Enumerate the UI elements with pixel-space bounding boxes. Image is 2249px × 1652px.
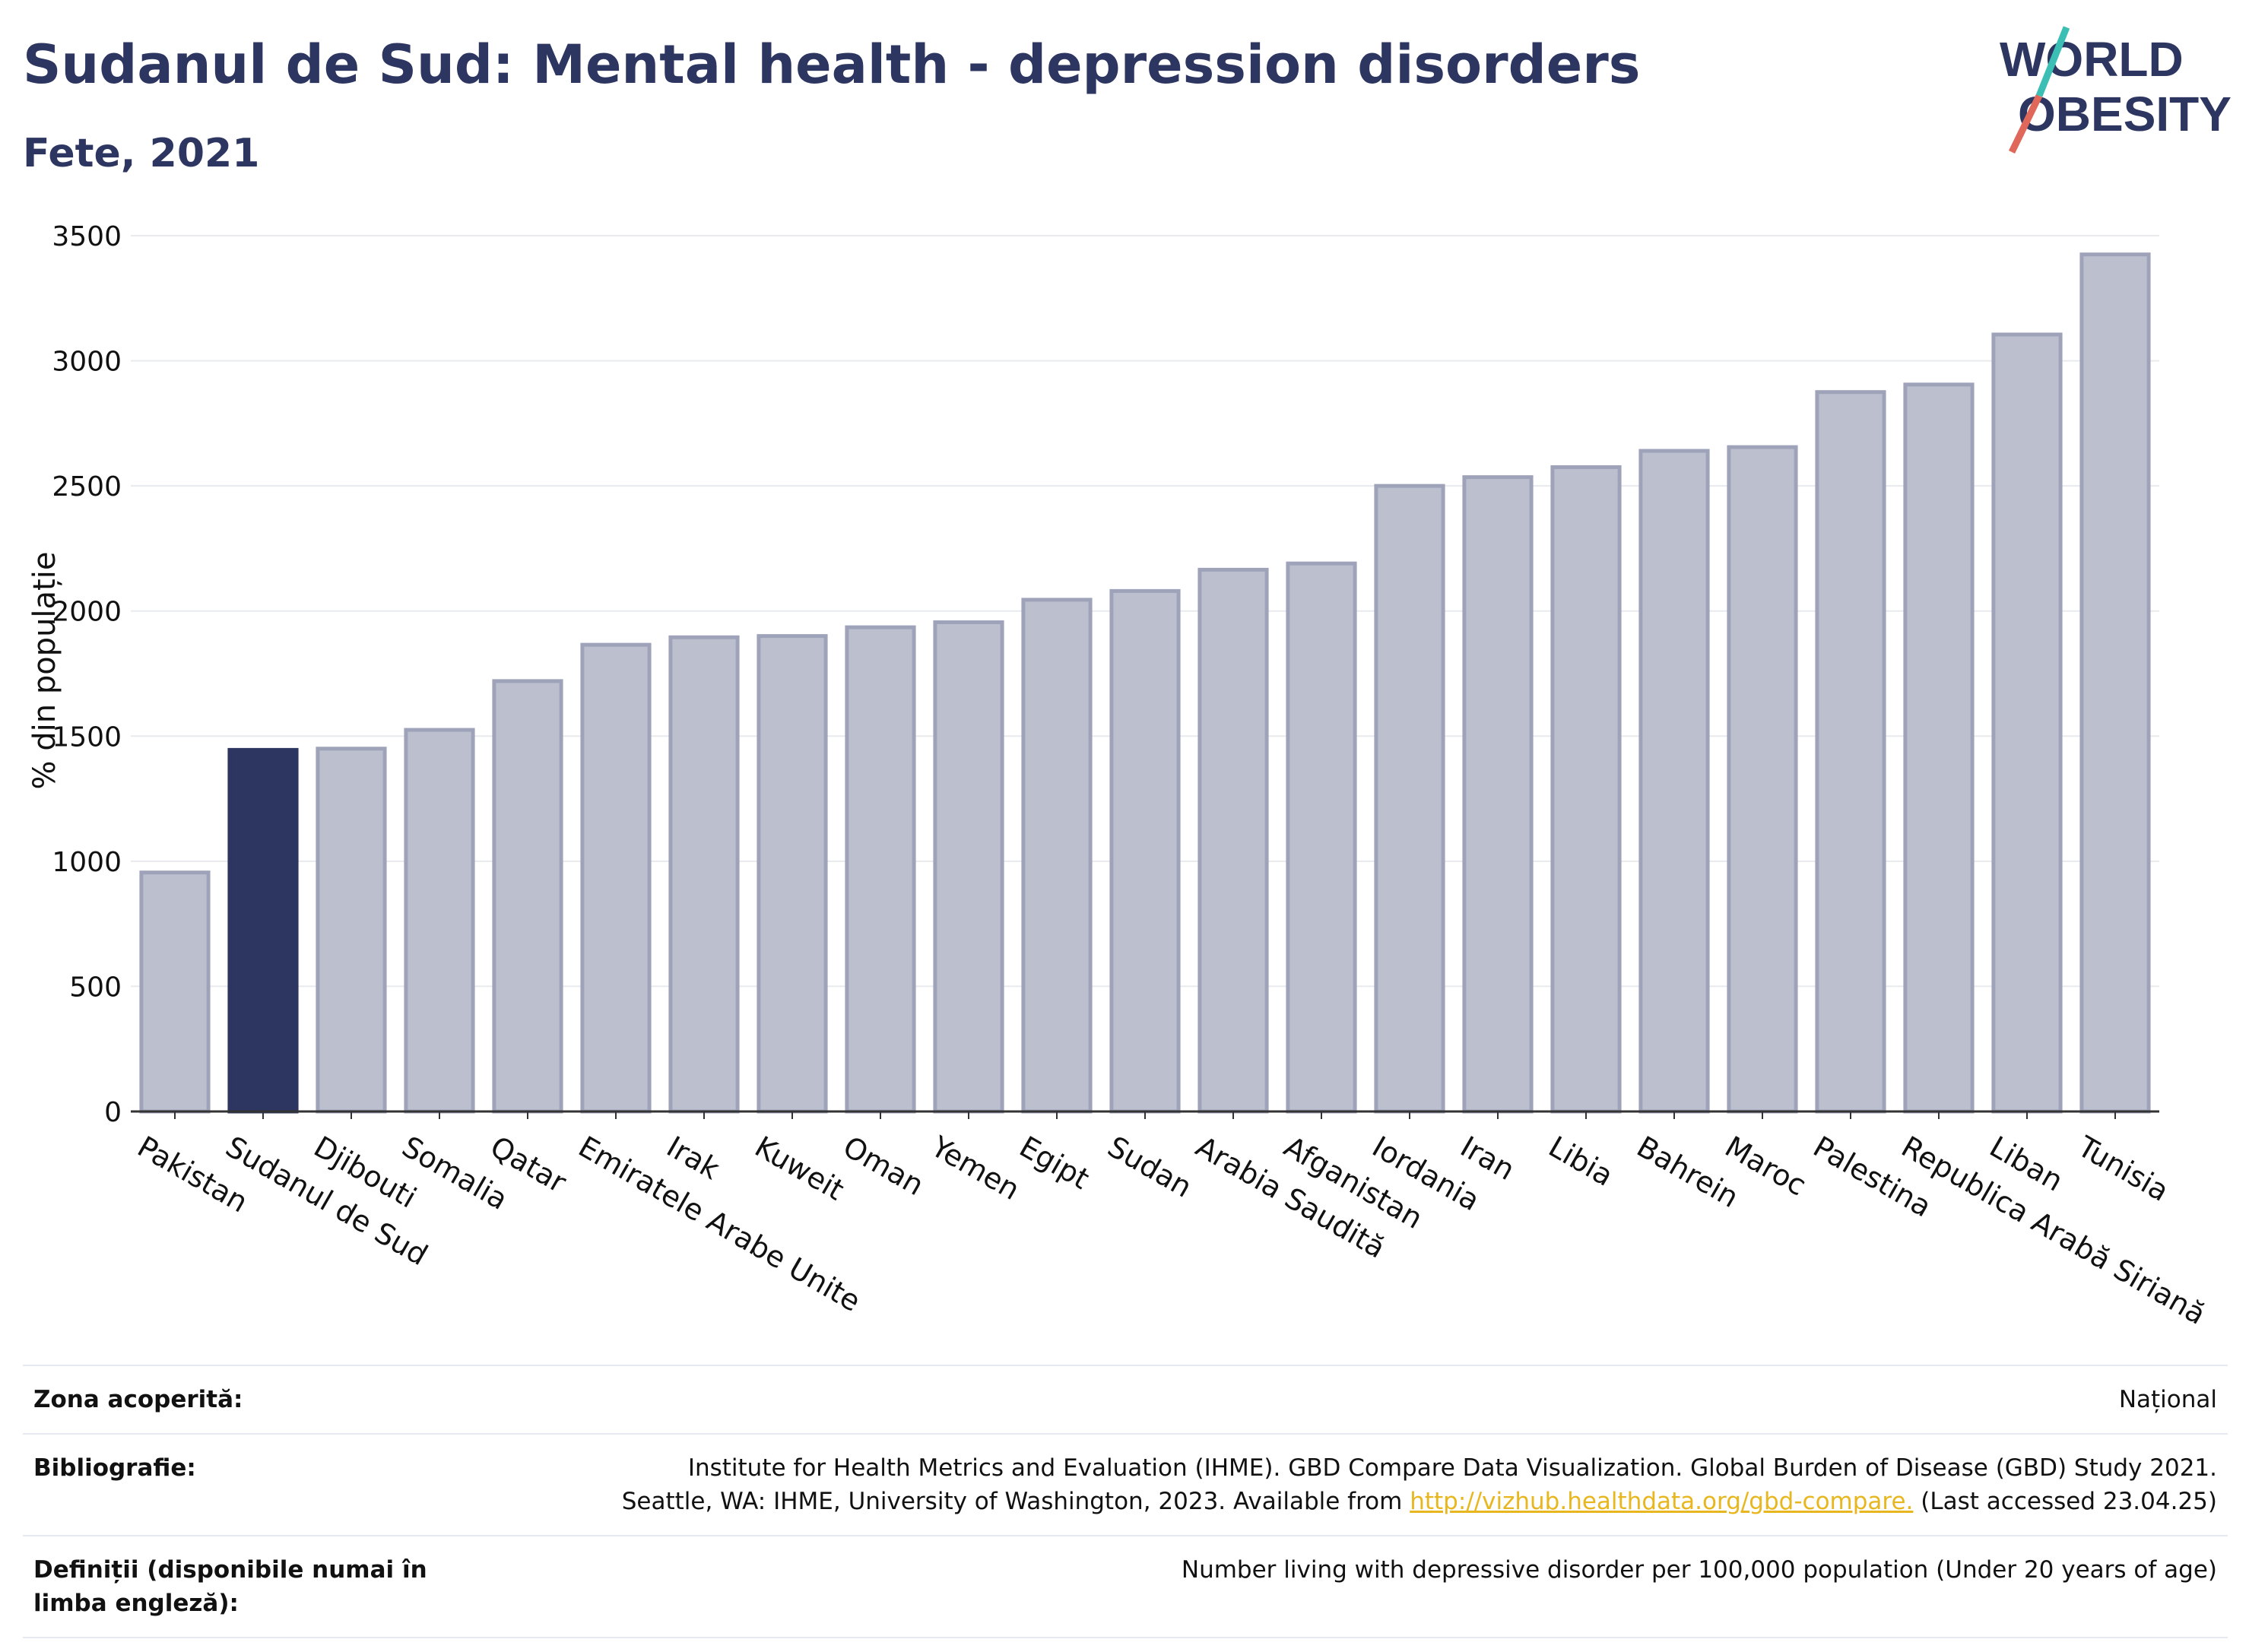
bar	[1286, 561, 1357, 1114]
bar	[1109, 588, 1181, 1114]
bar	[1903, 382, 1975, 1114]
y-tick-label: 2000	[52, 597, 122, 628]
coverage-value: Național	[2118, 1386, 2217, 1413]
logo-line1: WORLD	[2000, 32, 2184, 87]
y-tick-label: 1500	[52, 721, 122, 753]
bars	[139, 252, 2151, 1114]
bar	[1991, 332, 2063, 1114]
x-tick-label: Tunisia	[2072, 1129, 2174, 1208]
y-axis-ticks: 0 500 1000 1500 2000 2500 3000 3500	[52, 221, 122, 1128]
bar	[580, 642, 652, 1114]
page-subtitle: Fete, 2021	[23, 131, 260, 176]
bibliography-line2: Seattle, WA: IHME, University of Washing…	[622, 1485, 2217, 1518]
definitions-label: Definiții (disponibile numai în limba en…	[33, 1556, 427, 1617]
bar	[933, 620, 1004, 1114]
bar	[316, 747, 387, 1114]
bar	[139, 870, 211, 1114]
x-tick-label: Yemen	[925, 1129, 1026, 1206]
bar	[1197, 567, 1269, 1114]
bibliography-label: Bibliografie:	[33, 1454, 196, 1482]
bibliography-line1: Institute for Health Metrics and Evaluat…	[687, 1454, 2217, 1482]
page-title: Sudanul de Sud: Mental health - depressi…	[23, 33, 1641, 96]
x-tick-label: Sudan	[1102, 1130, 1198, 1204]
bar	[845, 625, 916, 1114]
bar	[227, 747, 299, 1114]
bibliography-line2-pre: Seattle, WA: IHME, University of Washing…	[621, 1488, 1403, 1515]
x-tick-label: Egipt	[1014, 1130, 1096, 1196]
bar	[668, 635, 740, 1114]
x-tick-label: Bahrein	[1632, 1130, 1745, 1214]
definitions-value: Number living with depressive disorder p…	[1181, 1556, 2217, 1584]
y-tick-label: 0	[104, 1097, 122, 1128]
bar-chart: 0 500 1000 1500 2000 2500 3000 3500 PakistanSud…	[27, 221, 2211, 1331]
bar	[757, 634, 828, 1114]
y-tick-label: 1000	[52, 847, 122, 878]
y-tick-label: 2500	[52, 471, 122, 503]
bar	[1727, 445, 1798, 1114]
logo-line2: OBESITY	[2018, 87, 2232, 141]
logo-teal-slash	[2035, 26, 2070, 97]
bar	[1550, 465, 1622, 1114]
bibliography-line2-post: (Last accessed 23.04.25)	[1921, 1488, 2217, 1515]
bar	[492, 679, 563, 1114]
y-tick-label: 3500	[52, 221, 122, 252]
y-tick-label: 500	[69, 972, 122, 1003]
bibliography-value: Institute for Health Metrics and Evaluat…	[611, 1435, 2228, 1535]
bar	[1815, 390, 1886, 1114]
definitions-row: Definiții (disponibile numai în limba en…	[23, 1535, 2228, 1638]
x-tick-label: Kuweit	[750, 1130, 850, 1207]
coverage-label: Zona acoperită:	[33, 1386, 243, 1413]
bar	[1021, 598, 1093, 1114]
coverage-row: Zona acoperită: Național	[23, 1365, 2228, 1433]
x-tick-label: Oman	[838, 1130, 930, 1202]
world-obesity-logo: WORLD OBESITY	[2000, 26, 2232, 154]
bibliography-link[interactable]: http://vizhub.healthdata.org/gbd-compare…	[1410, 1488, 1914, 1515]
bar	[1374, 484, 1445, 1114]
footer-info: Zona acoperită: Național Bibliografie: I…	[23, 1365, 2228, 1638]
x-tick-label: Libia	[1543, 1130, 1619, 1193]
logo-red-slash	[2008, 94, 2043, 154]
bibliography-row: Bibliografie: Institute for Health Metri…	[23, 1433, 2228, 1535]
bar	[1462, 475, 1534, 1114]
bar	[404, 728, 475, 1114]
y-axis-label: % din populație	[27, 552, 62, 790]
bar	[2079, 252, 2151, 1114]
bar	[1638, 449, 1710, 1114]
y-tick-label: 3000	[52, 347, 122, 378]
